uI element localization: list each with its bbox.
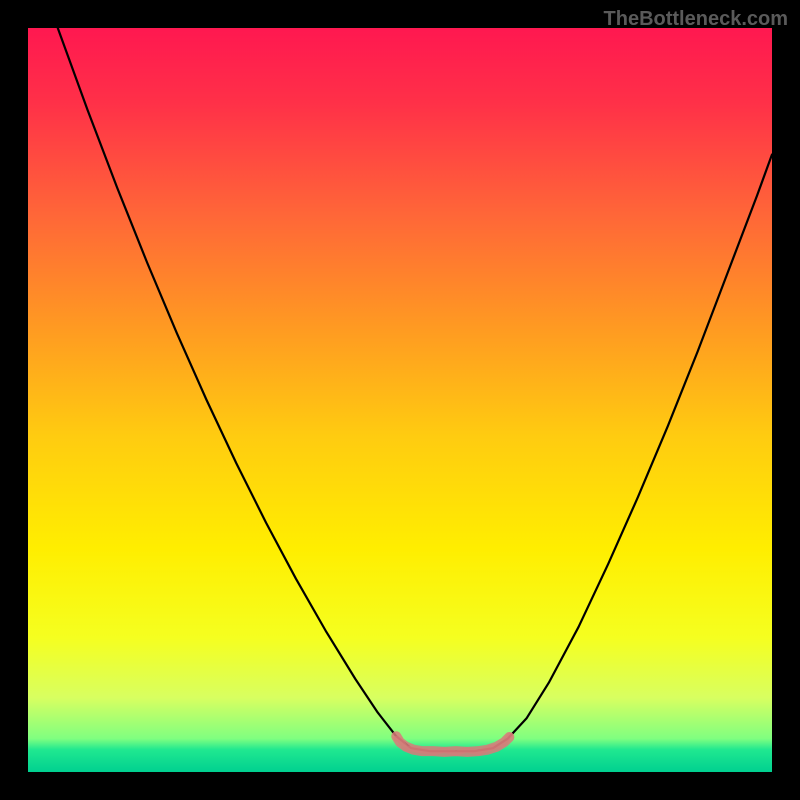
watermark-text: TheBottleneck.com xyxy=(604,8,788,31)
chart-svg xyxy=(0,0,800,800)
bottleneck-chart xyxy=(0,0,800,800)
